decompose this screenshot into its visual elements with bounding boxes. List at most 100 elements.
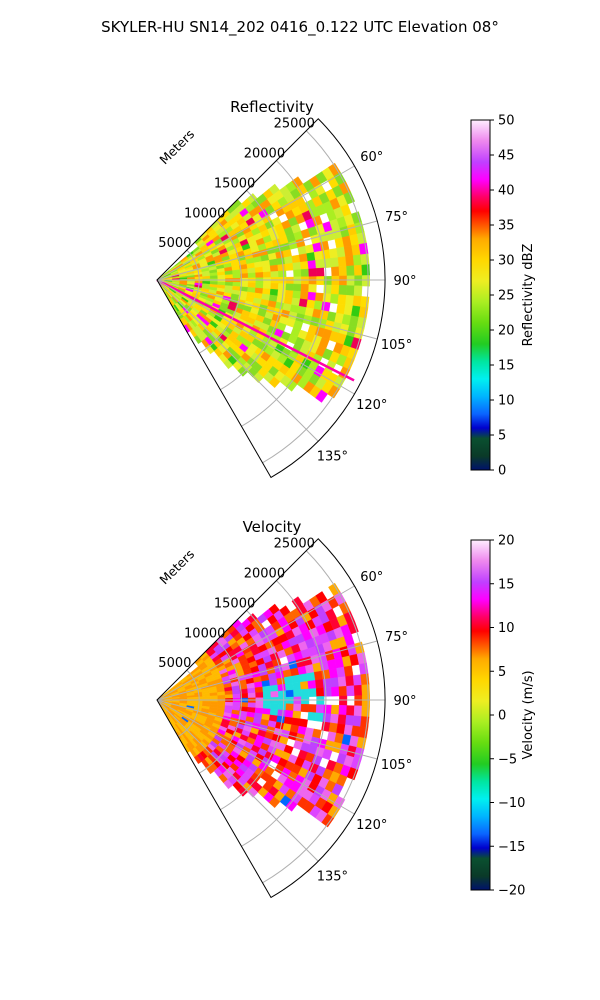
radar-gate-cell (338, 685, 348, 697)
radar-gate-cell (299, 291, 309, 301)
colorbar-tick-label: 0 (498, 709, 506, 724)
radar-gate-cell (269, 258, 278, 267)
radial-tick-label: 5000 (158, 236, 191, 251)
colorbar-tick-label: 25 (498, 289, 515, 304)
radar-gate-cell (187, 696, 196, 700)
radar-gate-cell (262, 282, 272, 290)
radar-gate-cell (247, 702, 257, 709)
angular-tick-label: 120° (356, 818, 387, 833)
reflectivity-colorbar-ticks: 0 5 10 15 20 25 30 35 40 45 50 (490, 114, 515, 479)
radar-gate-cell (292, 681, 302, 691)
velocity-colorbar: −20 −15 −10 −5 0 5 10 15 20 Velocity (m/s) (470, 534, 536, 899)
colorbar-tick-label: 30 (498, 254, 515, 269)
angular-tick-label: 105° (381, 758, 412, 773)
radar-gate-cell (353, 705, 363, 717)
radar-gate-cell (255, 272, 264, 279)
radar-gate-cell (269, 264, 279, 272)
radar-gate-cell (313, 670, 324, 681)
colorbar-tick-label: −5 (498, 752, 517, 767)
colorbar-tick-label: 15 (498, 577, 515, 592)
radar-gate-cell (300, 688, 310, 698)
radar-gate-cell (293, 703, 302, 712)
radar-gate-cell (277, 263, 287, 272)
radar-gate-cell (223, 359, 234, 370)
radar-gate-cell (338, 285, 348, 296)
radar-gate-cell (337, 294, 347, 306)
radar-gate-cell (307, 680, 317, 690)
grid-spoke (156, 279, 319, 442)
velocity-polar-grid (156, 538, 386, 899)
reflectivity-title: Reflectivity (230, 98, 314, 116)
reflectivity-colorbar-label: Reflectivity dBZ (521, 244, 536, 347)
colorbar-tick-label: 5 (498, 429, 506, 444)
radar-gate-cell (316, 696, 325, 706)
radar-gate-cell (285, 799, 298, 812)
radar-gate-cell (347, 621, 359, 635)
velocity-axis-labels: 5000 10000 15000 20000 25000 60° 75° 90° 105° 120… (158, 537, 416, 885)
radar-gate-cell (346, 275, 355, 286)
radar-gate-cell (339, 695, 348, 706)
reflectivity-panel: Reflectivity 5000 10000 15000 20000 25000 60°… (156, 98, 536, 479)
radar-gate-cell (316, 276, 325, 286)
radar-gate-cell (255, 702, 264, 709)
radar-gate-cell (284, 262, 294, 271)
colorbar-tick-label: 15 (498, 359, 515, 374)
colorbar-tick-label: 10 (498, 394, 515, 409)
reflectivity-field (156, 162, 370, 403)
radar-gate-cell (276, 257, 286, 266)
grid-spoke (156, 699, 378, 760)
radar-gate-cell (330, 257, 340, 268)
radar-gate-cell (330, 713, 340, 725)
radar-gate-cell (270, 270, 279, 278)
radar-gate-cell (283, 255, 294, 265)
radar-gate-cell (285, 689, 295, 698)
radar-gate-cell (252, 372, 264, 384)
radar-gate-cell (278, 690, 287, 698)
radar-gate-cell (346, 285, 355, 297)
radar-gate-cell (308, 284, 317, 294)
grid-ring (220, 610, 285, 811)
grid-ring (177, 669, 200, 737)
radar-gate-cell (276, 677, 286, 686)
radar-gate-cell (314, 292, 324, 303)
radar-gate-cell (300, 261, 309, 270)
radar-gate-cell (224, 690, 234, 696)
radar-gate-cell (232, 689, 241, 695)
colorbar-tick-label: −20 (498, 884, 525, 899)
radar-gate-cell (292, 261, 302, 271)
radar-gate-cell (352, 715, 362, 728)
radar-gate-cell (247, 267, 256, 274)
radar-gate-cell (315, 267, 325, 277)
radar-gate-cell (354, 695, 363, 707)
radar-gate-cell (331, 275, 340, 286)
radar-gate-cell (223, 779, 234, 790)
radial-tick-label: 25000 (274, 537, 315, 552)
radar-gate-cell (277, 683, 287, 692)
radar-gate-cell (343, 665, 354, 677)
radar-gate-cell (285, 379, 298, 392)
reflectivity-colorbar-bar (470, 119, 491, 471)
radar-gate-cell (307, 711, 317, 722)
grid-ring (262, 550, 369, 884)
radar-gate-cell (247, 272, 257, 279)
radar-gate-cell (217, 274, 226, 279)
radar-gate-cell (300, 703, 310, 713)
radar-gate-cell (337, 676, 347, 687)
radar-gate-cell (292, 290, 302, 300)
radar-gate-cell (313, 250, 324, 261)
angular-tick-label: 75° (385, 210, 408, 225)
colorbar-tick-label: 50 (498, 114, 515, 129)
radar-gate-cell (338, 265, 348, 277)
grid-spoke (156, 699, 319, 862)
radar-gate-cell (315, 687, 325, 697)
radar-gate-cell (330, 284, 340, 295)
radar-gate-cell (327, 384, 340, 399)
radar-gate-cell (293, 269, 302, 278)
radar-gate-cell (224, 274, 234, 279)
radar-gate-cell (315, 704, 325, 714)
radar-gate-cell (293, 283, 302, 292)
radar-gate-cell (247, 692, 257, 699)
radar-gate-cell (345, 294, 355, 307)
radar-gate-cell (315, 259, 325, 269)
